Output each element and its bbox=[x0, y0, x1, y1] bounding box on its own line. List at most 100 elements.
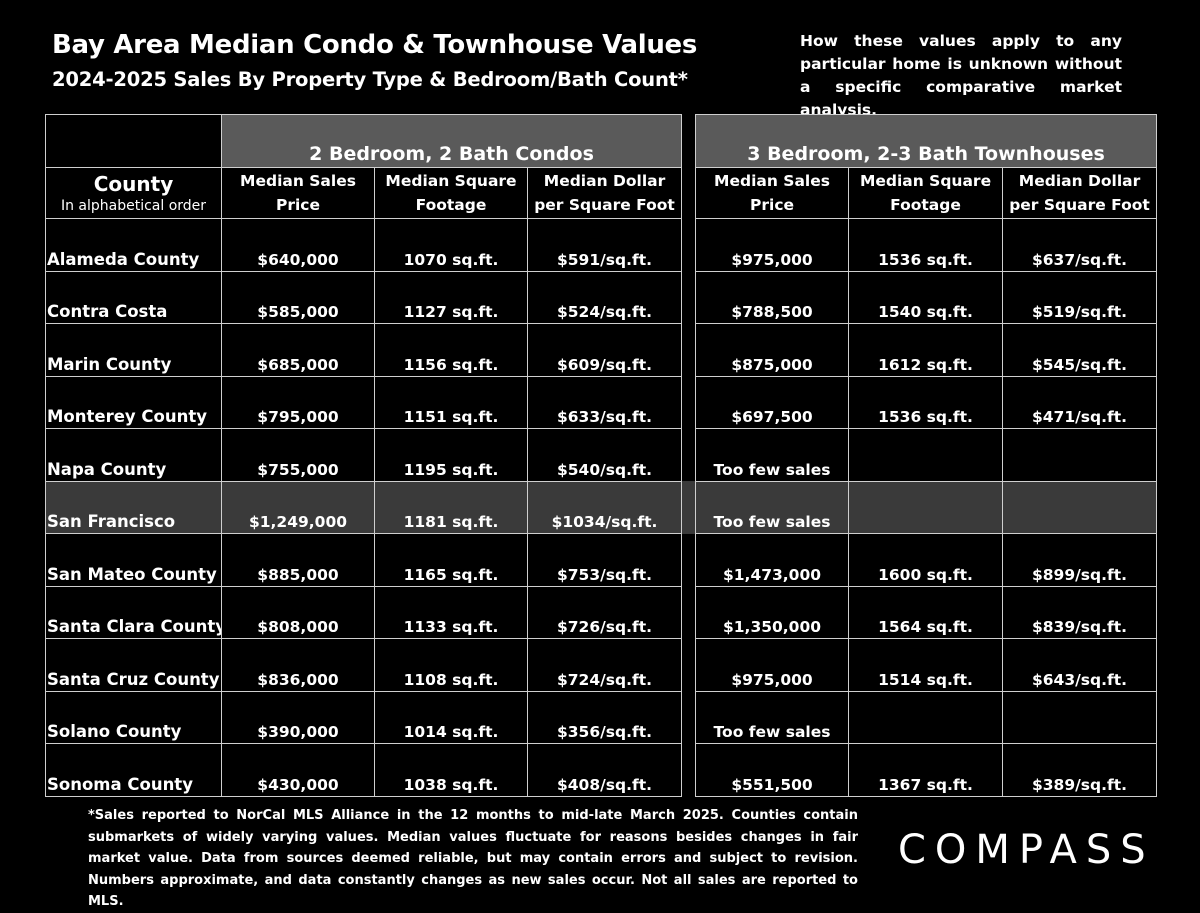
table-row: Santa Clara County $808,000 1133 sq.ft. … bbox=[45, 585, 1158, 639]
condo-sqft-cell: 1014 sq.ft. bbox=[374, 690, 528, 744]
county-cell: Monterey County bbox=[45, 375, 222, 429]
header-line-2: Footage bbox=[415, 196, 487, 214]
townhouse-sqft-cell bbox=[848, 428, 1004, 482]
condo-price-cell: $390,000 bbox=[221, 690, 375, 744]
townhouse-price-header: Median Sales Price bbox=[695, 167, 850, 219]
column-spacer bbox=[681, 271, 697, 324]
condo-ppsf-cell: $540/sq.ft. bbox=[526, 428, 683, 482]
column-spacer bbox=[681, 323, 697, 376]
townhouse-ppsf-cell bbox=[1002, 690, 1158, 744]
compass-logo: COMPASS bbox=[898, 827, 1155, 873]
townhouse-ppsf-cell: $519/sq.ft. bbox=[1002, 270, 1158, 324]
condo-sqft-cell: 1038 sq.ft. bbox=[374, 743, 528, 797]
header-line-1: Median Square bbox=[385, 172, 517, 190]
townhouse-sqft-cell: 1514 sq.ft. bbox=[848, 638, 1004, 692]
condo-sqft-cell: 1195 sq.ft. bbox=[374, 428, 528, 482]
condo-ppsf-cell: $408/sq.ft. bbox=[526, 743, 683, 797]
townhouse-price-cell: $975,000 bbox=[695, 218, 850, 272]
townhouse-ppsf-cell: $899/sq.ft. bbox=[1002, 533, 1158, 587]
townhouse-sqft-cell: 1367 sq.ft. bbox=[848, 743, 1004, 797]
table-row-highlighted: San Francisco $1,249,000 1181 sq.ft. $10… bbox=[45, 480, 1158, 534]
townhouse-sqft-cell: 1600 sq.ft. bbox=[848, 533, 1004, 587]
condo-ppsf-cell: $524/sq.ft. bbox=[526, 270, 683, 324]
townhouse-price-cell: Too few sales bbox=[695, 428, 850, 482]
townhouse-sqft-cell: 1536 sq.ft. bbox=[848, 375, 1004, 429]
townhouses-group-header: 3 Bedroom, 2-3 Bath Townhouses bbox=[695, 114, 1158, 168]
blank-header-cell bbox=[45, 114, 222, 168]
townhouse-price-cell: $875,000 bbox=[695, 323, 850, 377]
condo-sqft-cell: 1165 sq.ft. bbox=[374, 533, 528, 587]
footnote: *Sales reported to NorCal MLS Alliance i… bbox=[88, 808, 858, 909]
townhouse-sqft-cell: 1612 sq.ft. bbox=[848, 323, 1004, 377]
townhouse-price-cell: Too few sales bbox=[695, 480, 850, 534]
townhouse-ppsf-cell: $643/sq.ft. bbox=[1002, 638, 1158, 692]
group-header-row: 2 Bedroom, 2 Bath Condos 3 Bedroom, 2-3 … bbox=[45, 114, 1158, 168]
townhouse-price-cell: $697,500 bbox=[695, 375, 850, 429]
column-spacer bbox=[681, 533, 697, 586]
header-line-1: Median Square bbox=[859, 172, 992, 190]
condo-ppsf-cell: $633/sq.ft. bbox=[526, 375, 683, 429]
townhouse-ppsf-cell: $839/sq.ft. bbox=[1002, 585, 1158, 639]
condos-group-header: 2 Bedroom, 2 Bath Condos bbox=[220, 114, 683, 168]
county-cell: Contra Costa bbox=[45, 270, 222, 324]
column-spacer bbox=[681, 638, 697, 691]
townhouse-sqft-cell bbox=[848, 690, 1004, 744]
column-header-row: County In alphabetical order Median Sale… bbox=[45, 167, 1158, 219]
townhouse-ppsf-cell: $471/sq.ft. bbox=[1002, 375, 1158, 429]
condo-price-cell: $836,000 bbox=[221, 638, 375, 692]
header-line-1: Median Sales bbox=[714, 172, 830, 190]
table-row: Solano County $390,000 1014 sq.ft. $356/… bbox=[45, 690, 1158, 744]
condo-price-cell: $430,000 bbox=[221, 743, 375, 797]
table-row: Santa Cruz County $836,000 1108 sq.ft. $… bbox=[45, 638, 1158, 692]
condo-price-cell: $1,249,000 bbox=[221, 480, 375, 534]
table-row: Contra Costa $585,000 1127 sq.ft. $524/s… bbox=[45, 270, 1158, 324]
header-line-2: Price bbox=[750, 196, 795, 214]
townhouse-ppsf-cell: $637/sq.ft. bbox=[1002, 218, 1158, 272]
townhouse-ppsf-cell: $545/sq.ft. bbox=[1002, 323, 1158, 377]
column-spacer bbox=[681, 376, 697, 429]
townhouse-price-cell: Too few sales bbox=[695, 690, 850, 744]
county-header-label: County bbox=[93, 172, 174, 196]
county-cell: Alameda County bbox=[45, 218, 222, 272]
county-cell: San Francisco bbox=[45, 480, 222, 534]
condo-ppsf-cell: $1034/sq.ft. bbox=[526, 480, 683, 534]
condo-price-cell: $585,000 bbox=[221, 270, 375, 324]
townhouse-sqft-cell: 1536 sq.ft. bbox=[848, 218, 1004, 272]
column-spacer bbox=[681, 691, 697, 744]
condo-sqft-cell: 1127 sq.ft. bbox=[374, 270, 528, 324]
condo-ppsf-cell: $609/sq.ft. bbox=[526, 323, 683, 377]
townhouse-sqft-header: Median Square Footage bbox=[848, 167, 1004, 219]
county-cell: Santa Clara County bbox=[45, 585, 222, 639]
townhouse-price-cell: $975,000 bbox=[695, 638, 850, 692]
county-cell: Sonoma County bbox=[45, 743, 222, 797]
column-spacer bbox=[681, 743, 697, 796]
condo-ppsf-cell: $724/sq.ft. bbox=[526, 638, 683, 692]
condo-price-cell: $795,000 bbox=[221, 375, 375, 429]
townhouse-sqft-cell bbox=[848, 480, 1004, 534]
townhouse-ppsf-cell bbox=[1002, 480, 1158, 534]
condo-sqft-cell: 1151 sq.ft. bbox=[374, 375, 528, 429]
table-row: Alameda County $640,000 1070 sq.ft. $591… bbox=[45, 218, 1158, 272]
column-spacer bbox=[681, 428, 697, 481]
table-row: Sonoma County $430,000 1038 sq.ft. $408/… bbox=[45, 743, 1158, 797]
table-row: Marin County $685,000 1156 sq.ft. $609/s… bbox=[45, 323, 1158, 377]
townhouse-price-cell: $1,350,000 bbox=[695, 585, 850, 639]
condo-price-cell: $755,000 bbox=[221, 428, 375, 482]
townhouse-price-cell: $788,500 bbox=[695, 270, 850, 324]
townhouse-ppsf-cell bbox=[1002, 428, 1158, 482]
header-line-2: Footage bbox=[890, 196, 961, 214]
condo-sqft-header: Median Square Footage bbox=[374, 167, 528, 219]
header-line-2: Price bbox=[275, 196, 321, 214]
page-subtitle: 2024-2025 Sales By Property Type & Bedro… bbox=[52, 68, 688, 91]
column-spacer bbox=[681, 114, 697, 168]
county-header-sublabel: In alphabetical order bbox=[60, 198, 207, 214]
condo-sqft-cell: 1156 sq.ft. bbox=[374, 323, 528, 377]
condo-sqft-cell: 1133 sq.ft. bbox=[374, 585, 528, 639]
county-column-header: County In alphabetical order bbox=[45, 167, 222, 219]
condo-sqft-cell: 1108 sq.ft. bbox=[374, 638, 528, 692]
column-spacer bbox=[681, 481, 697, 534]
condo-ppsf-cell: $753/sq.ft. bbox=[526, 533, 683, 587]
values-table: 2 Bedroom, 2 Bath Condos 3 Bedroom, 2-3 … bbox=[45, 114, 1158, 797]
header-line-2: per Square Foot bbox=[1009, 196, 1150, 214]
townhouse-ppsf-cell: $389/sq.ft. bbox=[1002, 743, 1158, 797]
